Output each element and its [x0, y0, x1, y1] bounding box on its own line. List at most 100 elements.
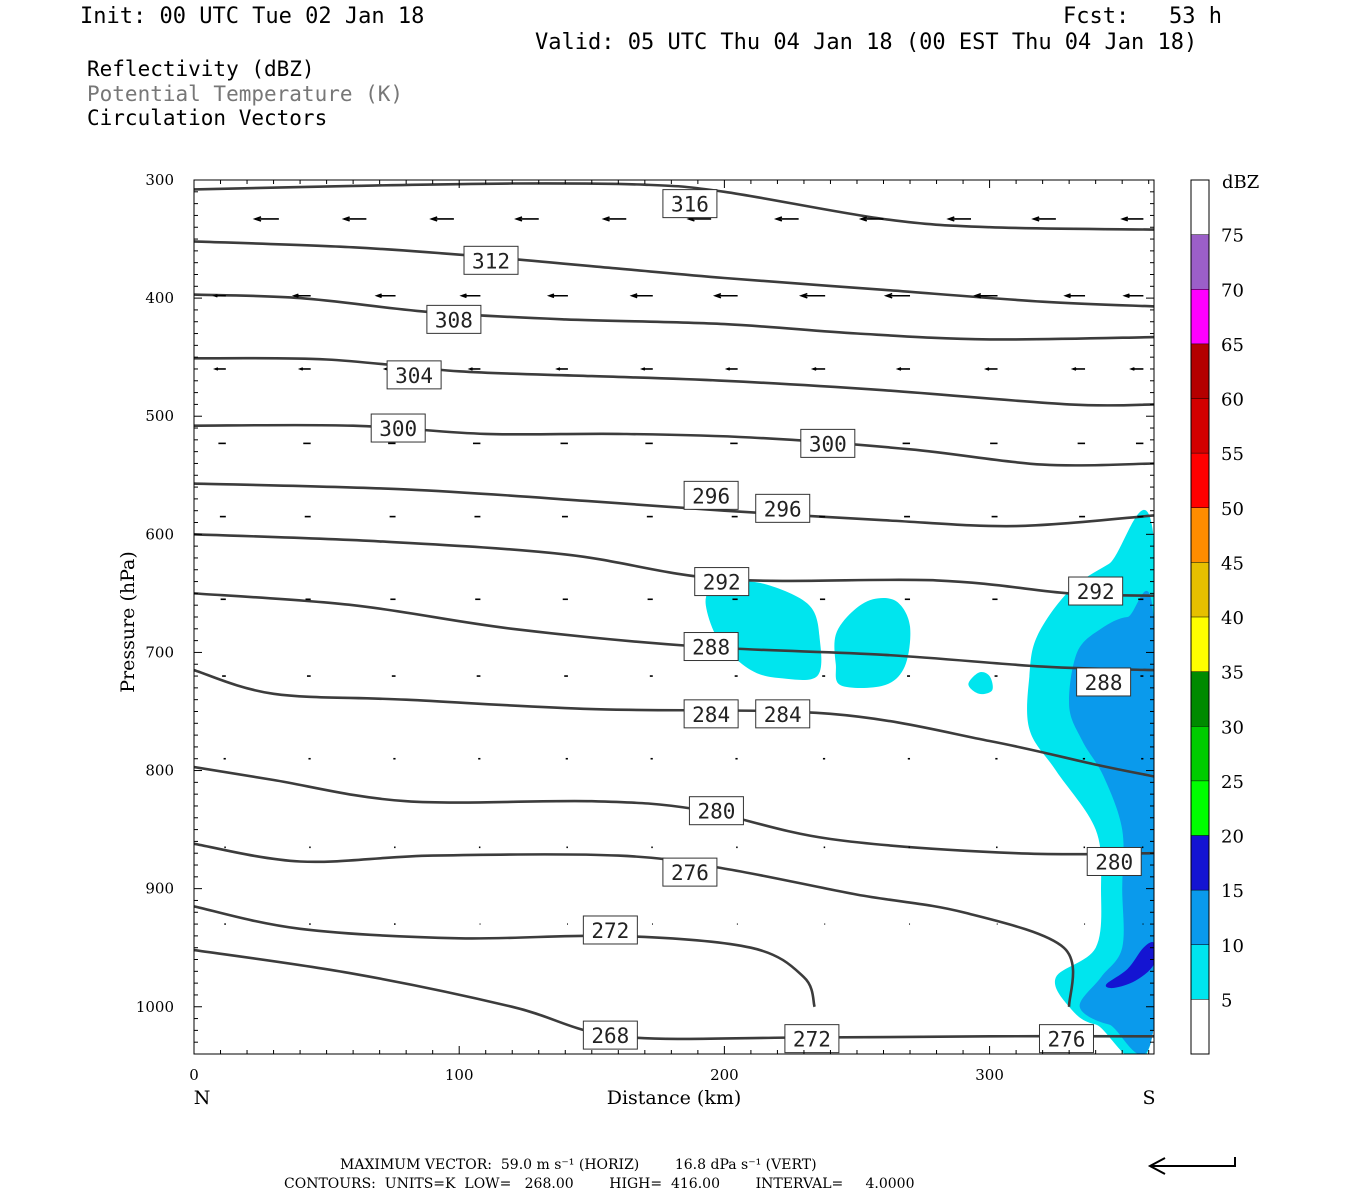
circulation-vector	[341, 216, 367, 222]
svg-text:288: 288	[1085, 671, 1123, 695]
minor-ticks	[193, 179, 1154, 1055]
theta-contour-300	[194, 423, 1154, 467]
circulation-vector	[1063, 293, 1086, 299]
circulation-vector	[601, 216, 627, 222]
y-tick-label: 700	[145, 643, 174, 661]
circulation-vector	[810, 367, 826, 371]
colorbar-swatch	[1191, 726, 1209, 781]
theta-contour-label-288: 288	[1076, 667, 1132, 697]
svg-text:296: 296	[692, 484, 730, 508]
theta-contour-288	[194, 592, 1154, 672]
circulation-vector	[712, 293, 738, 299]
colorbar-level-label: 5	[1221, 990, 1232, 1011]
colorbar-swatch	[1191, 890, 1209, 945]
x-right-end-label: S	[1142, 1087, 1155, 1109]
colorbar-swatch	[1191, 234, 1209, 290]
colorbar-level-label: 50	[1221, 499, 1244, 520]
svg-text:272: 272	[793, 1028, 831, 1052]
theta-contour-label-304: 304	[386, 360, 442, 390]
colorbar-swatch	[1191, 780, 1209, 836]
svg-text:276: 276	[1048, 1028, 1086, 1052]
theta-contour-label-292: 292	[694, 567, 750, 597]
y-tick-label: 600	[145, 525, 174, 543]
theta-contour-312	[194, 240, 1154, 308]
circulation-vector	[895, 367, 911, 371]
colorbar-level-label: 10	[1221, 936, 1244, 957]
theta-contour-label-284: 284	[683, 699, 739, 729]
field-label-theta: Potential Temperature (K)	[87, 82, 404, 106]
theta-contour-316	[194, 182, 1154, 231]
forecast-hour: Fcst: 53 h	[1063, 4, 1222, 29]
refl-5dbz-region-2	[968, 672, 993, 695]
theta-contour-label-316: 316	[662, 189, 718, 219]
colorbar-swatch	[1191, 453, 1209, 508]
theta-contour-label-292: 292	[1068, 576, 1124, 606]
colorbar-swatch	[1191, 617, 1209, 672]
theta-contour-labels: 316 312 308 304 300 300 296 296 292 292 288 288 284 2…	[370, 189, 1142, 1054]
theta-contour-label-284: 284	[755, 699, 811, 729]
circulation-vector	[213, 367, 226, 371]
reference-vector-arrow	[1147, 1157, 1236, 1175]
circulation-vector	[252, 216, 279, 222]
theta-contour-label-276: 276	[662, 857, 718, 887]
max-vector-note: MAXIMUM VECTOR: 59.0 m s⁻¹ (HORIZ) 16.8 …	[340, 1157, 817, 1173]
theta-contour-label-288: 288	[683, 632, 739, 662]
circulation-vector	[459, 293, 481, 299]
colorbar-swatch	[1191, 944, 1209, 1000]
x-tick-label: 200	[710, 1066, 739, 1084]
x-tick-label: 0	[189, 1066, 199, 1084]
colorbar-level-label: 30	[1221, 717, 1244, 738]
y-tick-label: 900	[145, 880, 174, 898]
svg-text:296: 296	[764, 497, 802, 521]
colorbar-swatch	[1191, 999, 1209, 1054]
svg-text:284: 284	[692, 703, 730, 727]
refl-15dbz-region-0	[1105, 941, 1154, 989]
circulation-vector	[514, 216, 539, 222]
refl-10dbz-region-0	[1069, 590, 1154, 1054]
y-tick-label: 400	[145, 289, 174, 307]
circulation-vector	[798, 292, 826, 299]
colorbar-level-label: 60	[1221, 390, 1244, 411]
refl-5dbz-region-4	[1100, 935, 1119, 964]
svg-text:288: 288	[692, 636, 730, 660]
plot-axes: 300 400 500 600 700 800 900 1000 0 100 200 300	[136, 171, 1155, 1084]
svg-text:308: 308	[435, 308, 473, 332]
svg-text:276: 276	[671, 861, 709, 885]
colorbar-level-label: 75	[1221, 226, 1244, 247]
svg-text:300: 300	[809, 432, 847, 456]
theta-contour-308	[194, 293, 1154, 341]
x-tick-label: 100	[445, 1066, 474, 1084]
field-label-reflectivity: Reflectivity (dBZ)	[87, 57, 315, 81]
theta-contour-272	[194, 905, 816, 1008]
circulation-vector	[1031, 216, 1056, 222]
colorbar-level-label: 15	[1221, 881, 1244, 902]
theta-contour-296	[194, 482, 1154, 528]
svg-text:284: 284	[764, 703, 802, 727]
theta-contour-label-280: 280	[1086, 846, 1142, 876]
circulation-vector	[946, 216, 972, 222]
svg-text:316: 316	[671, 193, 709, 217]
circulation-vector	[629, 293, 653, 299]
circulation-vector	[1120, 216, 1144, 222]
colorbar-level-label: 40	[1221, 608, 1244, 629]
colorbar-level-label: 35	[1221, 663, 1244, 684]
colorbar-swatch	[1191, 835, 1209, 891]
theta-contour-304	[194, 356, 1154, 407]
colorbar-swatch	[1191, 289, 1209, 344]
circulation-vector	[374, 293, 396, 299]
circulation-vector	[546, 293, 568, 299]
x-axis-label: Distance (km)	[607, 1087, 742, 1109]
theta-contour-284	[194, 668, 1154, 778]
colorbar-swatch	[1191, 671, 1209, 727]
circulation-vector	[858, 216, 884, 222]
svg-text:304: 304	[395, 364, 433, 388]
svg-text:280: 280	[697, 800, 735, 824]
colorbar-level-label: 65	[1221, 335, 1244, 356]
svg-text:292: 292	[1077, 580, 1115, 604]
theta-contour-label-280: 280	[688, 796, 744, 826]
colorbar-level-label: 70	[1221, 280, 1244, 301]
colorbar-swatch	[1191, 343, 1209, 399]
theta-contour-label-276: 276	[1038, 1024, 1094, 1054]
circulation-vector	[1122, 293, 1144, 299]
